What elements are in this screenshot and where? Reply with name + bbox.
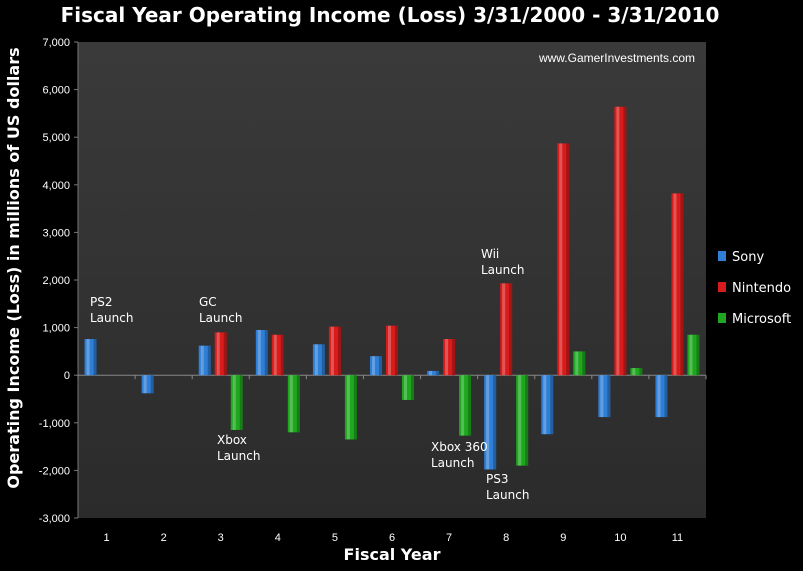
bars (84, 106, 700, 470)
x-tick-label: 7 (446, 532, 452, 544)
bar-microsoft (687, 334, 700, 376)
x-tick-label: 1 (103, 532, 109, 544)
legend-item-nintendo: Nintendo (718, 281, 791, 296)
x-tick-label: 2 (161, 532, 167, 544)
bar-nintendo (271, 334, 284, 376)
bar-sony (141, 375, 154, 394)
bar-nintendo (671, 193, 684, 376)
x-tick-label: 10 (614, 532, 626, 544)
bar-sony (655, 375, 668, 418)
bar-microsoft (287, 375, 300, 433)
bar-sony (484, 375, 497, 470)
x-tick-label: 3 (218, 532, 224, 544)
bar-nintendo (557, 143, 570, 376)
plot-area (78, 42, 706, 518)
y-tick-label: 2,000 (42, 275, 70, 287)
bar-nintendo (328, 326, 341, 376)
bar-microsoft (230, 375, 243, 430)
bar-microsoft (516, 375, 529, 466)
y-axis-title: Operating Income (Loss) in millions of U… (4, 47, 23, 488)
bar-sony (427, 370, 440, 376)
chart-title: Fiscal Year Operating Income (Loss) 3/31… (61, 3, 720, 27)
bar-nintendo (214, 332, 227, 376)
x-tick-label: 11 (672, 532, 683, 544)
legend-label: Nintendo (732, 281, 791, 296)
y-tick-label: 6,000 (42, 85, 70, 97)
y-tick-label: -3,000 (39, 513, 70, 525)
bar-nintendo (443, 339, 456, 376)
legend-swatch (718, 313, 726, 323)
annotations: PS2 Launch GC Launch Xbox Launch Wii Launch Xbox… (90, 247, 529, 502)
bar-nintendo (500, 283, 513, 376)
bar-sony (198, 345, 211, 376)
bar-microsoft (344, 375, 357, 440)
legend-swatch (718, 282, 726, 292)
legend: Sony Nintendo Microsoft (718, 250, 791, 327)
y-tick-label: 7,000 (42, 37, 70, 49)
bar-nintendo (386, 325, 398, 376)
annotation-label: Wii Launch (481, 247, 524, 277)
bar-sony (255, 329, 268, 376)
annotation-label: Xbox Launch (217, 433, 260, 463)
annotation-label: Xbox 360 Launch (431, 440, 488, 470)
annotation-label: PS3 Launch (486, 472, 529, 502)
annotation-label: GC Launch (199, 295, 242, 325)
y-tick-label: 3,000 (42, 227, 70, 239)
bar-sony (541, 375, 554, 435)
legend-label: Sony (732, 250, 764, 265)
bar-sony (598, 375, 611, 418)
legend-item-microsoft: Microsoft (718, 312, 791, 327)
annotation-label: PS2 Launch (90, 295, 133, 325)
x-tick-label: 9 (560, 532, 566, 544)
x-tick-label: 4 (275, 532, 281, 544)
y-tick-label: -1,000 (39, 418, 70, 430)
bar-sony (84, 339, 97, 376)
legend-label: Microsoft (732, 312, 791, 327)
x-axis-title: Fiscal Year (344, 545, 441, 564)
bar-nintendo (614, 106, 627, 376)
y-tick-label: 5,000 (42, 132, 70, 144)
bar-microsoft (630, 368, 643, 376)
x-tick-label: 5 (332, 532, 338, 544)
y-axis: -3,000 -2,000 -1,000 0 1,000 2,000 3,000 4,000 5… (39, 37, 79, 525)
legend-item-sony: Sony (718, 250, 764, 265)
x-tick-label: 8 (503, 532, 509, 544)
bar-sony (370, 356, 382, 376)
legend-swatch (718, 251, 726, 261)
watermark: www.GamerInvestments.com (538, 51, 695, 65)
bar-microsoft (573, 351, 586, 376)
bar-microsoft (459, 375, 472, 436)
y-tick-label: 1,000 (42, 323, 70, 335)
y-tick-label: -2,000 (39, 465, 70, 477)
bar-microsoft (402, 375, 414, 400)
y-tick-label: 4,000 (42, 180, 70, 192)
x-tick-label: 6 (389, 532, 395, 544)
y-tick-label: 0 (64, 370, 70, 382)
bar-sony (312, 344, 325, 376)
